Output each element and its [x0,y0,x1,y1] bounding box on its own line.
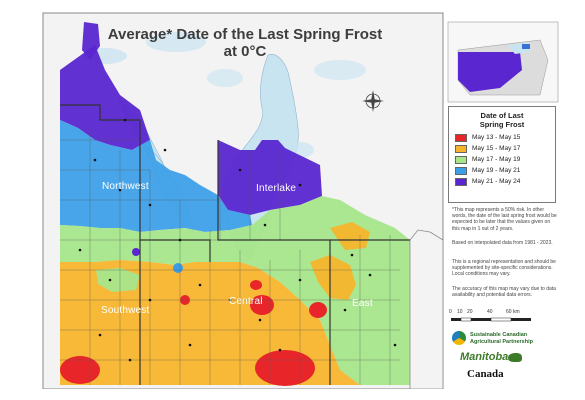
partnership-name-line1: Sustainable Canadian [470,332,528,338]
zone-purple-northwest [60,45,150,150]
zone-blue [60,120,252,232]
legend-title: Date of Last Spring Frost [479,111,525,129]
province-border-east [409,229,444,390]
note-data-period: Based on interpolated data from 1981 - 2… [452,240,553,246]
note-risk: *This map represents a 50% risk. In othe… [452,207,557,232]
zone-purple-interlake [218,140,322,215]
note-accuracy: The accuracy of this map may vary due to… [452,286,556,299]
scale-bar [451,317,531,322]
zone-orange-east [310,255,356,300]
zone-green [60,196,410,385]
note-regional: This is a regional representation and sh… [452,259,556,278]
zone-red-winnipeg [309,302,327,318]
legend-swatch [455,177,467,186]
region-label-east: East [352,298,373,309]
legend-item: May 13 - May 15 [455,132,555,143]
legend-swatch [455,155,467,164]
partnership-name-line2: Agricultural Partnership [470,339,533,345]
legend-item: May 17 - May 19 [455,154,555,165]
legend-swatch [455,144,467,153]
scale-tick: 40 [487,309,493,315]
canada-wordmark: Canada [467,368,504,380]
scale-tick: 0 [449,309,452,315]
partnership-logo [452,331,466,345]
scale-tick: 20 [467,309,473,315]
region-label-northwest: Northwest [102,181,149,192]
region-label-southwest: Southwest [101,305,150,316]
scale-tick: 10 [457,309,463,315]
map-title: Average* Date of the Last Spring Frost [107,26,383,43]
zone-red-south [255,350,315,386]
map-subtitle: at 0°C [223,43,267,60]
region-boundaries [60,104,410,385]
legend-item: May 15 - May 17 [455,143,555,154]
scale-tick: 60 km [506,309,520,315]
map-legend: Date of Last Spring Frost May 13 - May 1… [448,106,556,203]
zone-purple-north-strip [82,22,100,60]
inset-map [447,21,559,103]
bison-icon [508,353,522,362]
zone-red-mid [250,280,262,290]
legend-item: May 19 - May 21 [455,165,555,176]
legend-item: May 21 - May 24 [455,176,555,187]
town-markers [78,118,397,362]
region-label-central: Central [229,296,263,307]
legend-swatch [455,166,467,175]
inset-highlight [458,52,522,92]
north-arrow-icon [362,90,384,112]
manitoba-logo: Manitoba [460,351,509,363]
legend-swatch [455,133,467,142]
region-label-interlake: Interlake [256,183,297,194]
